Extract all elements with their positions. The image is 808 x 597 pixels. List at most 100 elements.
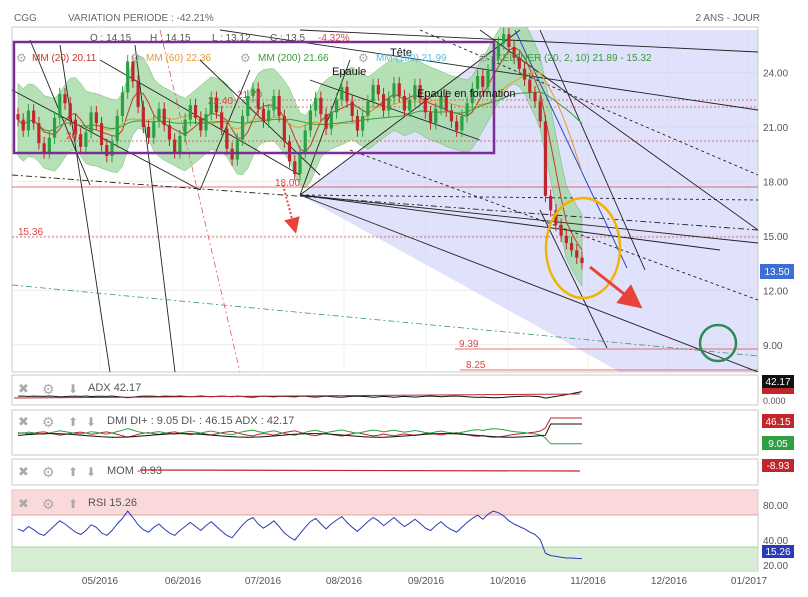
annotation-epaule: Epaule bbox=[332, 66, 366, 78]
candle-body bbox=[549, 195, 553, 211]
legend-mm200: MM (200) 21.66 bbox=[258, 53, 329, 64]
candle-body bbox=[361, 115, 365, 131]
adx-red-line bbox=[13, 393, 581, 399]
candle-body bbox=[272, 96, 276, 111]
close-icon[interactable]: ✖ bbox=[18, 496, 29, 511]
close-icon[interactable]: ✖ bbox=[18, 414, 29, 429]
level-label-2240: 22.40 bbox=[208, 96, 233, 107]
up-arrow-icon[interactable]: ⬆ bbox=[68, 415, 78, 429]
down-arrow-icon[interactable]: ⬇ bbox=[68, 382, 78, 396]
candle-body bbox=[246, 96, 250, 116]
dmi-minus-badge: 46.15 bbox=[765, 417, 790, 428]
y-tick-label: 9.00 bbox=[763, 341, 783, 352]
level-label-939: 9.39 bbox=[459, 339, 479, 350]
rsi-tick-20: 20.00 bbox=[763, 561, 788, 572]
level-label-1536: 15.36 bbox=[18, 227, 43, 238]
candle-body bbox=[496, 43, 501, 57]
candle-body bbox=[345, 86, 349, 102]
candle-body bbox=[319, 97, 323, 115]
rsi-overbought-zone bbox=[12, 490, 758, 515]
x-tick-label: 11/2016 bbox=[570, 576, 606, 587]
candle-body bbox=[512, 46, 516, 58]
candle-body bbox=[366, 101, 370, 116]
down-arrow-icon[interactable]: ⬇ bbox=[86, 465, 96, 479]
y-tick-label: 15.00 bbox=[763, 232, 788, 243]
candle-body bbox=[402, 96, 407, 111]
gear-icon[interactable]: ⚙ bbox=[16, 51, 27, 65]
candle-body bbox=[475, 76, 480, 89]
candle-body bbox=[334, 99, 339, 113]
candle-body bbox=[502, 34, 506, 44]
candle-body bbox=[486, 70, 490, 87]
variation-label: VARIATION PERIODE : -42.21% bbox=[68, 13, 214, 24]
candle-body bbox=[141, 106, 145, 127]
candle-body bbox=[188, 105, 192, 120]
annotation-epaule-formation: Epaule en formation bbox=[417, 88, 515, 100]
gear-icon[interactable]: ⚙ bbox=[42, 496, 55, 512]
candle-body bbox=[439, 96, 443, 109]
candle-body bbox=[183, 119, 187, 136]
candle-body bbox=[481, 76, 485, 87]
candle-body bbox=[21, 119, 25, 131]
gear-icon[interactable]: ⚙ bbox=[240, 51, 251, 65]
dotted-arrow bbox=[282, 184, 300, 234]
candle-body bbox=[267, 110, 271, 122]
down-arrow-icon[interactable]: ⬇ bbox=[86, 415, 96, 429]
candle-body bbox=[42, 143, 46, 153]
candle-body bbox=[261, 108, 266, 122]
rsi-label: RSI 15.26 bbox=[88, 497, 137, 509]
ohlc-chg: -4.32% bbox=[318, 33, 350, 44]
candle-body bbox=[413, 85, 417, 100]
candle-body bbox=[26, 110, 31, 131]
candle-body bbox=[423, 97, 427, 113]
symbol-label: CGG bbox=[14, 13, 37, 24]
candle-body bbox=[538, 101, 542, 122]
main-panel: Epaule Tête Epaule en formation 22.40 21… bbox=[11, 26, 794, 373]
gear-icon[interactable]: ⚙ bbox=[130, 51, 141, 65]
gear-icon[interactable]: ⚙ bbox=[42, 464, 55, 480]
close-icon[interactable]: ✖ bbox=[18, 381, 29, 396]
candle-body bbox=[214, 97, 219, 113]
up-arrow-icon[interactable]: ⬆ bbox=[68, 497, 78, 511]
candle-body bbox=[110, 141, 114, 156]
candle-body bbox=[235, 139, 239, 160]
blue-trend-line bbox=[514, 29, 628, 269]
candle-body bbox=[397, 83, 401, 96]
candle-body bbox=[193, 105, 198, 118]
gear-icon[interactable]: ⚙ bbox=[42, 414, 55, 430]
ohlc-h: H : 14.15 bbox=[150, 33, 191, 44]
gear-icon[interactable]: ⚙ bbox=[42, 381, 55, 397]
y-tick-label: 21.00 bbox=[763, 123, 788, 134]
candle-body bbox=[94, 112, 98, 124]
candle-body bbox=[564, 235, 568, 244]
trend-lines bbox=[12, 29, 758, 372]
period-label: 2 ANS - JOUR bbox=[696, 13, 760, 24]
candle-body bbox=[371, 85, 375, 102]
mm200-line bbox=[17, 91, 583, 132]
candle-body bbox=[308, 110, 313, 131]
candle-body bbox=[470, 88, 474, 104]
highlight-ellipse bbox=[544, 196, 622, 300]
candle-body bbox=[131, 61, 135, 82]
candle-body bbox=[63, 94, 67, 104]
gear-icon[interactable]: ⚙ bbox=[478, 51, 489, 65]
legend-mm60: MM (60) 22.36 bbox=[146, 53, 211, 64]
dmi-adx-line bbox=[17, 423, 582, 438]
candle-body bbox=[298, 152, 302, 175]
ohlc-o: O : 14.15 bbox=[90, 33, 132, 44]
candle-body bbox=[89, 112, 93, 133]
up-arrow-icon[interactable]: ⬆ bbox=[68, 465, 78, 479]
candle-body bbox=[324, 114, 328, 129]
candle-body bbox=[32, 110, 36, 124]
legend-mm100: MM (100) 21.99 bbox=[376, 53, 447, 64]
candle-body bbox=[522, 68, 527, 80]
gear-icon[interactable]: ⚙ bbox=[358, 51, 369, 65]
mom-value-badge: -8.93 bbox=[767, 461, 790, 472]
x-tick-label: 07/2016 bbox=[245, 576, 282, 587]
candle-body bbox=[157, 108, 161, 122]
rsi-tick-40: 40.00 bbox=[763, 536, 788, 547]
mom-panel: ✖ ⚙ ⬆ ⬇ MOM -8.93 -8.93 bbox=[11, 458, 794, 486]
candle-body bbox=[52, 117, 57, 138]
close-icon[interactable]: ✖ bbox=[18, 464, 29, 479]
